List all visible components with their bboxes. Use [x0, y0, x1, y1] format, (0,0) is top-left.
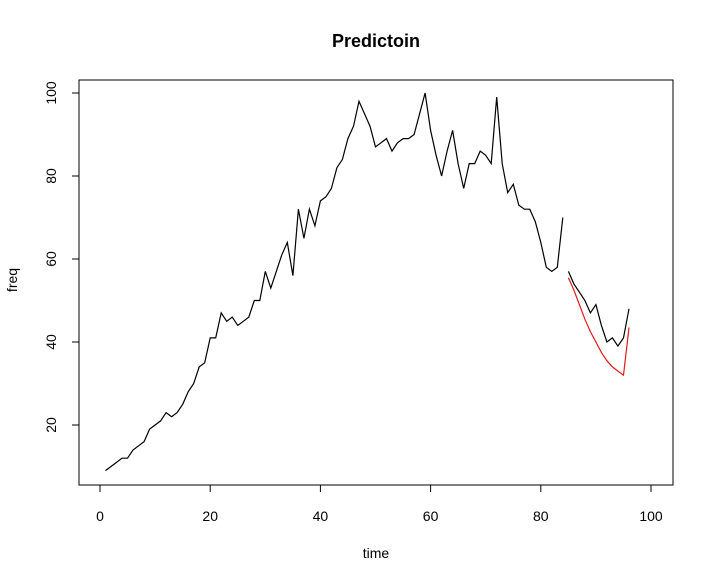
chart-title: Predictoin: [332, 31, 420, 51]
x-tick-label: 80: [533, 508, 549, 524]
x-tick-label: 40: [313, 508, 329, 524]
y-tick-label: 20: [43, 417, 59, 433]
y-tick-label: 100: [43, 81, 59, 105]
series-line-3: [567, 277, 630, 377]
x-tick-label: 60: [423, 508, 439, 524]
y-tick-label: 80: [43, 168, 59, 184]
series-line-1: [105, 92, 564, 472]
x-tick-label: 100: [639, 508, 663, 524]
series-group: [105, 92, 630, 472]
y-tick-label: 60: [43, 251, 59, 267]
x-axis: 0 20 40 60 80 100: [96, 485, 663, 524]
series-line-2: [567, 271, 630, 348]
y-axis-label: freq: [4, 268, 20, 292]
x-tick-label: 20: [202, 508, 218, 524]
plot-frame: [78, 79, 674, 486]
y-tick-label: 40: [43, 334, 59, 350]
x-axis-label: time: [363, 545, 390, 561]
x-tick-label: 0: [96, 508, 104, 524]
y-axis: 20 40 60 80 100: [43, 81, 79, 433]
